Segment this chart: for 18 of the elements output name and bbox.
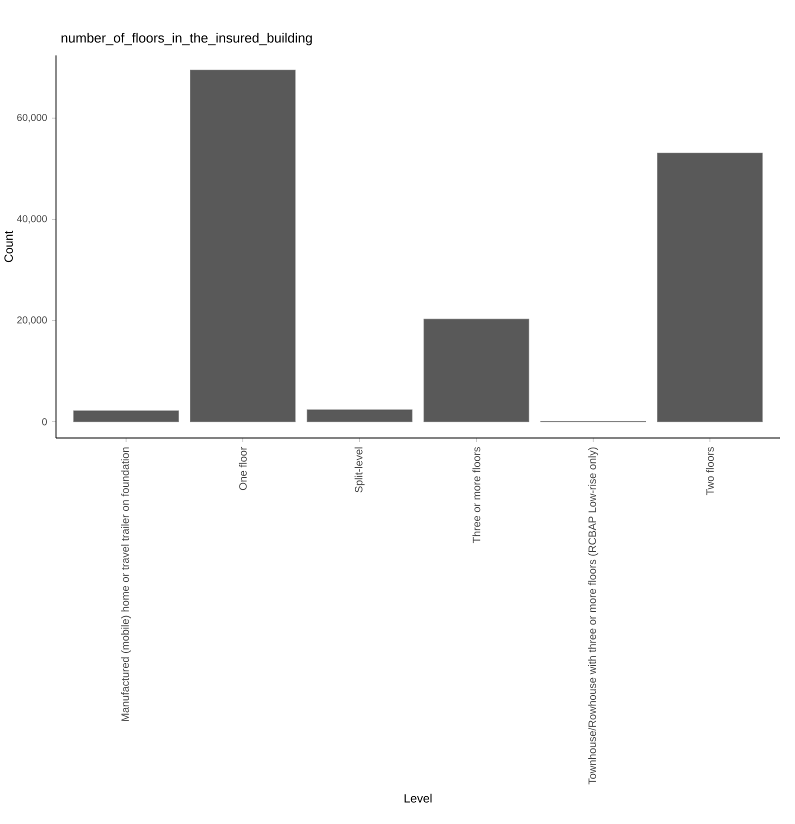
bar [73,410,179,422]
y-tick-label: 40,000 [16,215,47,224]
bar [657,152,763,422]
x-axis-title: Level [404,794,432,803]
x-tick-label: One floor [238,446,247,490]
y-axis-title: Count [4,230,13,262]
y-tick-label: 60,000 [17,114,47,122]
bar [424,318,530,422]
bar [306,409,412,422]
chart-title: number_of_floors_in_the_insured_building [62,32,312,46]
x-tick-label: Townhouse/Rowhouse with three or more floors (RCBAP Low-rise only) [588,447,598,784]
bar [190,70,296,422]
y-tick-label: 20,000 [17,316,47,325]
x-tick-label: Three or more floors [472,447,480,544]
x-tick-label: Two floors [706,447,714,496]
x-tick-label: Split-level [354,447,365,492]
y-tick-label: 0 [42,418,47,426]
x-tick-label: Manufactured (mobile) home or travel trailer on foundation [121,447,132,721]
